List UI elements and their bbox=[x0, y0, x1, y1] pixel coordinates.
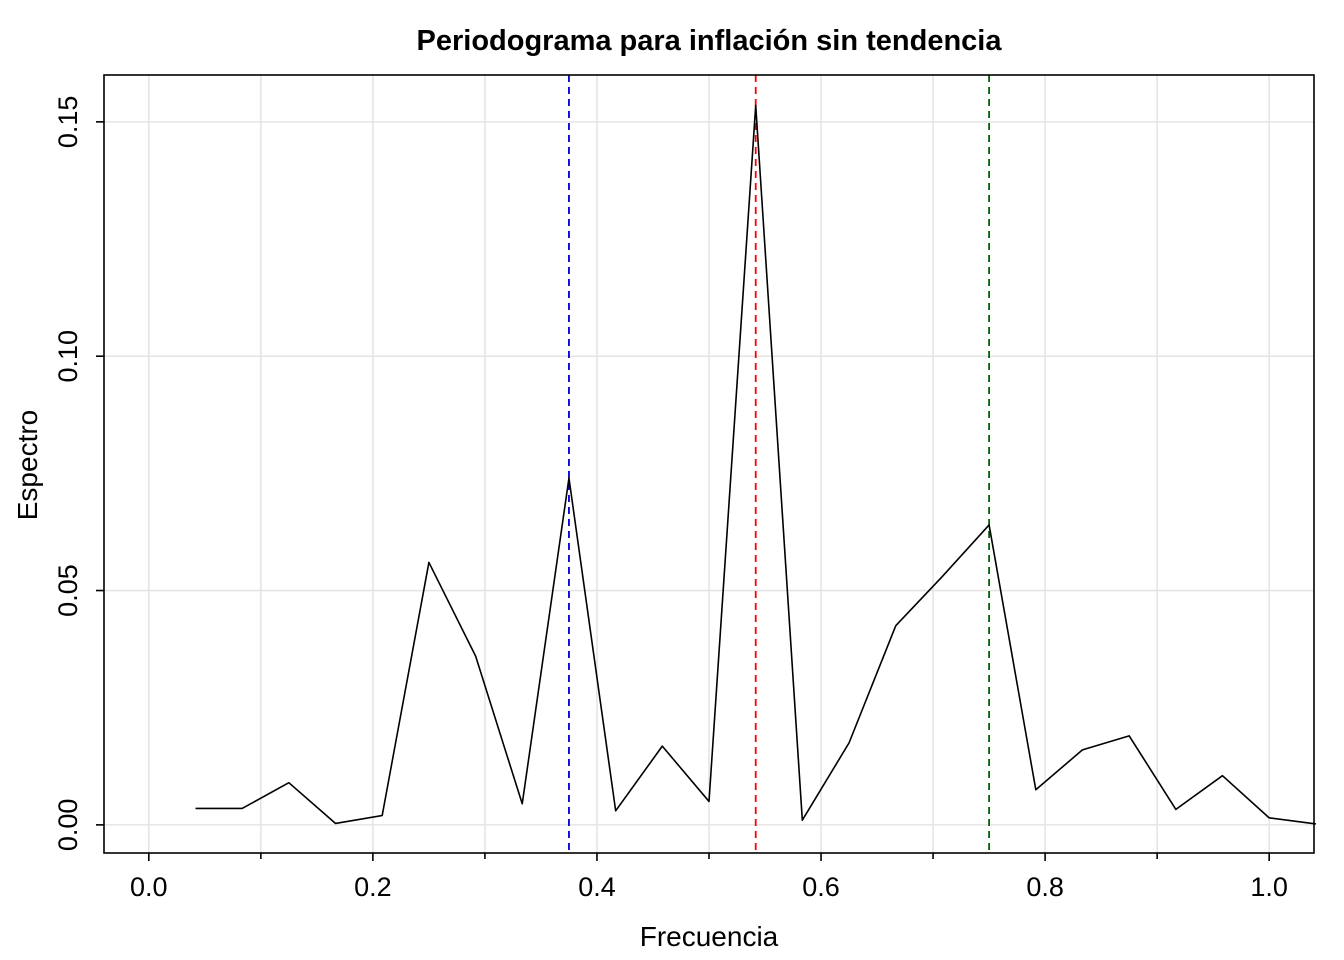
x-tick-label: 0.2 bbox=[354, 872, 392, 902]
x-tick-label: 0.8 bbox=[1026, 872, 1064, 902]
y-axis-label: Espectro bbox=[12, 410, 43, 521]
x-tick-label: 0.0 bbox=[130, 872, 168, 902]
series-layer bbox=[195, 104, 1317, 825]
x-tick-label: 0.4 bbox=[578, 872, 616, 902]
y-axis: 0.00 0.05 0.10 0.15 bbox=[53, 96, 104, 852]
y-tick-label: 0.05 bbox=[53, 564, 83, 617]
x-tick-label: 1.0 bbox=[1250, 872, 1288, 902]
series-line bbox=[195, 104, 1317, 825]
y-tick-label: 0.10 bbox=[53, 330, 83, 383]
grid bbox=[104, 75, 1314, 853]
x-axis: 0.0 0.2 0.4 0.6 0.8 1.0 bbox=[130, 853, 1288, 902]
reference-lines bbox=[568, 75, 990, 853]
y-tick-label: 0.00 bbox=[53, 799, 83, 852]
x-tick-label: 0.6 bbox=[802, 872, 840, 902]
x-axis-label: Frecuencia bbox=[640, 921, 779, 952]
chart-title: Periodograma para inflación sin tendenci… bbox=[417, 25, 1003, 57]
y-tick-label: 0.15 bbox=[53, 96, 83, 149]
